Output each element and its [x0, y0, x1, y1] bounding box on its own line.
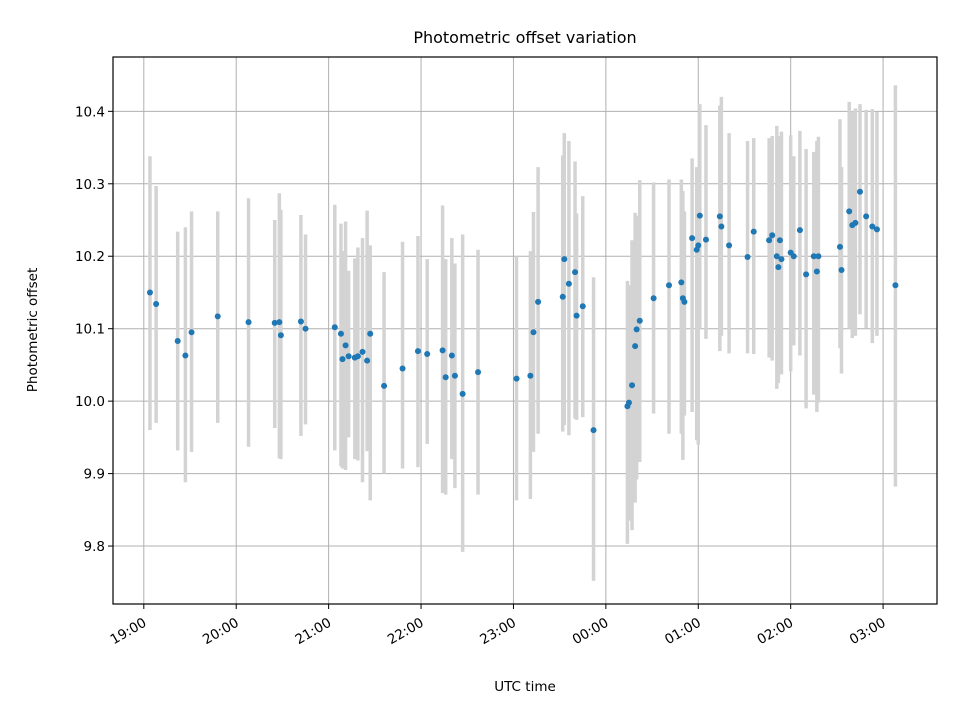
data-point — [803, 271, 810, 278]
y-tick-label: 9.8 — [84, 539, 105, 555]
y-tick-label: 10.2 — [75, 249, 105, 265]
data-point — [846, 208, 853, 215]
y-axis-ticks: 9.8 9.9 10.0 10.1 10.2 10.3 10.4 — [75, 104, 113, 555]
data-point — [590, 427, 597, 434]
data-point — [718, 223, 725, 230]
data-point — [813, 268, 820, 275]
data-point — [769, 232, 776, 239]
data-point — [856, 188, 863, 195]
data-point — [750, 228, 757, 235]
data-point — [776, 237, 783, 244]
data-point — [796, 227, 803, 234]
data-point — [892, 282, 899, 289]
data-point — [442, 374, 449, 381]
data-point — [513, 375, 520, 382]
data-point — [359, 348, 366, 355]
y-axis-label: Photometric offset — [25, 268, 41, 392]
data-point — [331, 324, 338, 331]
data-point — [153, 301, 160, 308]
data-point — [632, 343, 639, 350]
y-tick-label: 10.4 — [75, 104, 105, 120]
data-point — [559, 293, 566, 300]
data-point — [381, 382, 388, 389]
data-point — [778, 256, 785, 263]
data-point — [451, 372, 458, 379]
data-point — [527, 372, 534, 379]
data-point — [448, 352, 455, 359]
data-point — [459, 390, 466, 397]
data-point — [367, 330, 374, 337]
y-tick-label: 10.3 — [75, 177, 105, 193]
data-point — [695, 242, 702, 249]
data-point — [530, 329, 537, 336]
data-point — [625, 399, 632, 406]
data-point — [629, 382, 636, 389]
data-point — [633, 326, 640, 333]
data-point — [245, 319, 252, 326]
data-point — [726, 242, 733, 249]
data-point — [146, 289, 153, 296]
data-point — [535, 298, 542, 305]
data-point — [302, 325, 309, 332]
chart-title: Photometric offset variation — [413, 28, 636, 47]
data-point — [678, 279, 685, 286]
data-point — [271, 319, 278, 326]
data-point — [214, 313, 221, 320]
data-point — [775, 264, 782, 271]
y-tick-label: 10.0 — [75, 394, 105, 410]
data-point — [838, 267, 845, 274]
data-point — [354, 353, 361, 360]
data-point — [572, 269, 579, 276]
data-point — [696, 212, 703, 219]
data-point — [399, 365, 406, 372]
data-point — [337, 330, 344, 337]
data-point — [424, 351, 431, 358]
data-point — [573, 312, 580, 319]
data-point — [439, 347, 446, 354]
data-point — [475, 369, 482, 376]
data-point — [636, 317, 643, 324]
data-point — [836, 243, 843, 250]
data-point — [561, 256, 568, 263]
data-point — [339, 356, 346, 363]
data-points — [146, 188, 899, 434]
y-tick-label: 9.9 — [84, 467, 105, 483]
data-point — [681, 298, 688, 305]
data-point — [863, 213, 870, 220]
data-point — [744, 253, 751, 260]
data-point — [414, 348, 421, 355]
data-point — [689, 235, 696, 242]
data-point — [364, 357, 371, 364]
y-tick-label: 10.1 — [75, 322, 105, 338]
data-point — [342, 342, 349, 349]
data-point — [773, 253, 780, 260]
data-point — [873, 226, 880, 233]
data-point — [276, 319, 283, 326]
data-point — [297, 318, 304, 325]
data-point — [790, 253, 797, 260]
data-point — [174, 338, 181, 345]
x-axis-label: UTC time — [494, 679, 556, 695]
data-point — [810, 253, 817, 260]
data-point — [650, 295, 657, 302]
data-point — [188, 329, 195, 336]
data-point — [815, 253, 822, 260]
error-bars — [148, 85, 898, 581]
data-point — [869, 223, 876, 230]
data-point — [565, 280, 572, 287]
data-point — [716, 213, 723, 220]
data-point — [182, 352, 189, 359]
data-point — [852, 219, 859, 226]
data-point — [702, 236, 709, 243]
plot-frame — [112, 56, 938, 605]
data-point — [345, 353, 352, 360]
data-point — [277, 332, 284, 339]
data-point — [666, 282, 673, 289]
data-point — [766, 237, 773, 244]
data-point — [579, 303, 586, 310]
